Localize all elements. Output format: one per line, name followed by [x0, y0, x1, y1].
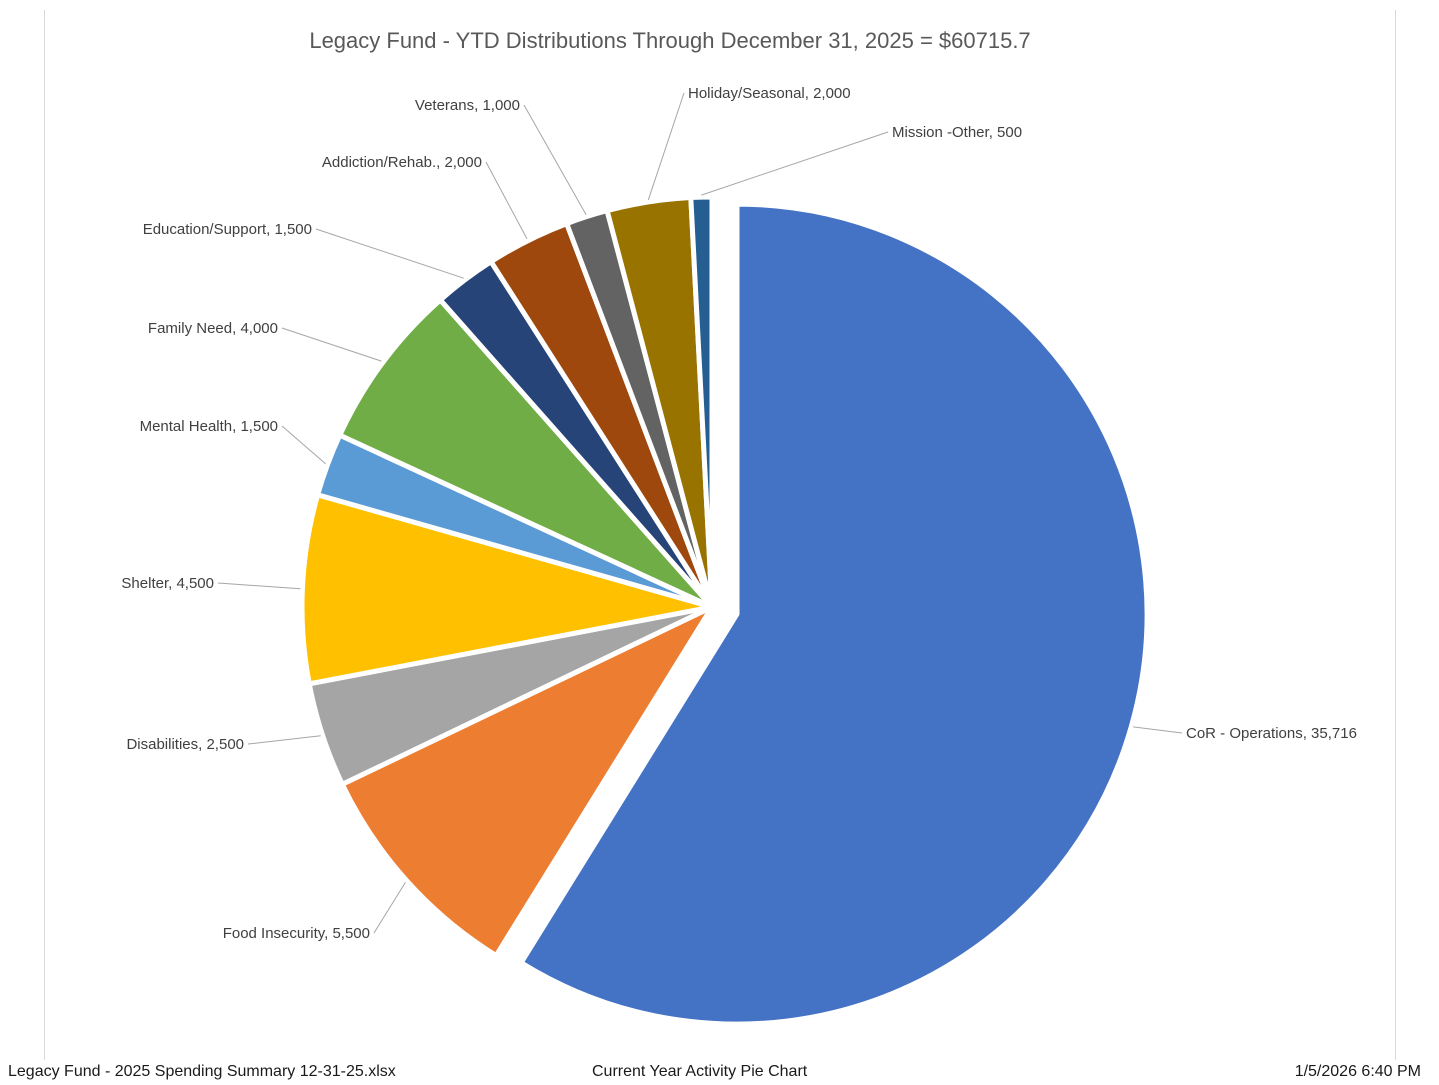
- pie-chart: Legacy Fund - YTD Distributions Through …: [121, 28, 1357, 1027]
- data-label-veterans: Veterans, 1,000: [415, 97, 520, 114]
- data-label-mental-health: Mental Health, 1,500: [140, 418, 278, 435]
- leader-line-disabilities: [247, 735, 321, 745]
- leader-line-food-insecurity: [373, 882, 406, 934]
- leader-line-family-need: [281, 327, 382, 362]
- data-labels: CoR - Operations, 35,716 Food Insecurity,…: [121, 85, 1357, 942]
- data-label-food-insecurity: Food Insecurity, 5,500: [223, 925, 370, 942]
- leader-lines: [217, 92, 1183, 934]
- leader-line-mission-other: [701, 131, 889, 196]
- data-label-addiction-rehab: Addiction/Rehab., 2,000: [322, 154, 482, 171]
- data-label-family-need: Family Need, 4,000: [148, 320, 278, 337]
- data-label-holiday-seasonal: Holiday/Seasonal, 2,000: [688, 85, 851, 102]
- data-label-mission-other: Mission -Other, 500: [892, 124, 1022, 141]
- leader-line-mental-health: [281, 425, 326, 465]
- data-label-education-support: Education/Support, 1,500: [143, 221, 312, 238]
- pie-slices: [299, 194, 1150, 1027]
- leader-line-cor-operations: [1133, 726, 1183, 734]
- chart-title: Legacy Fund - YTD Distributions Through …: [309, 28, 1030, 53]
- pie-slice-family-need: [337, 297, 715, 610]
- pie-slice-shelter: [299, 492, 715, 687]
- pie-slice-cor-operations: [518, 201, 1150, 1027]
- pie-slice-mission-other: [688, 194, 715, 610]
- footer-file-name: Legacy Fund - 2025 Spending Summary 12-3…: [8, 1063, 396, 1080]
- leader-line-veterans: [523, 104, 587, 215]
- data-label-disabilities: Disabilities, 2,500: [126, 736, 244, 753]
- data-label-cor-operations: CoR - Operations, 35,716: [1186, 725, 1357, 742]
- leader-line-education-support: [315, 228, 464, 279]
- chart-area: [44, 10, 1396, 1060]
- footer-timestamp: 1/5/2026 6:40 PM: [1294, 1063, 1421, 1080]
- footer-sheet-name: Current Year Activity Pie Chart: [592, 1063, 808, 1080]
- data-label-shelter: Shelter, 4,500: [121, 575, 214, 592]
- pie-slice-food-insecurity: [339, 604, 715, 959]
- leader-line-holiday-seasonal: [647, 92, 685, 201]
- leader-line-addiction-rehab: [485, 161, 528, 240]
- leader-line-shelter: [217, 582, 301, 590]
